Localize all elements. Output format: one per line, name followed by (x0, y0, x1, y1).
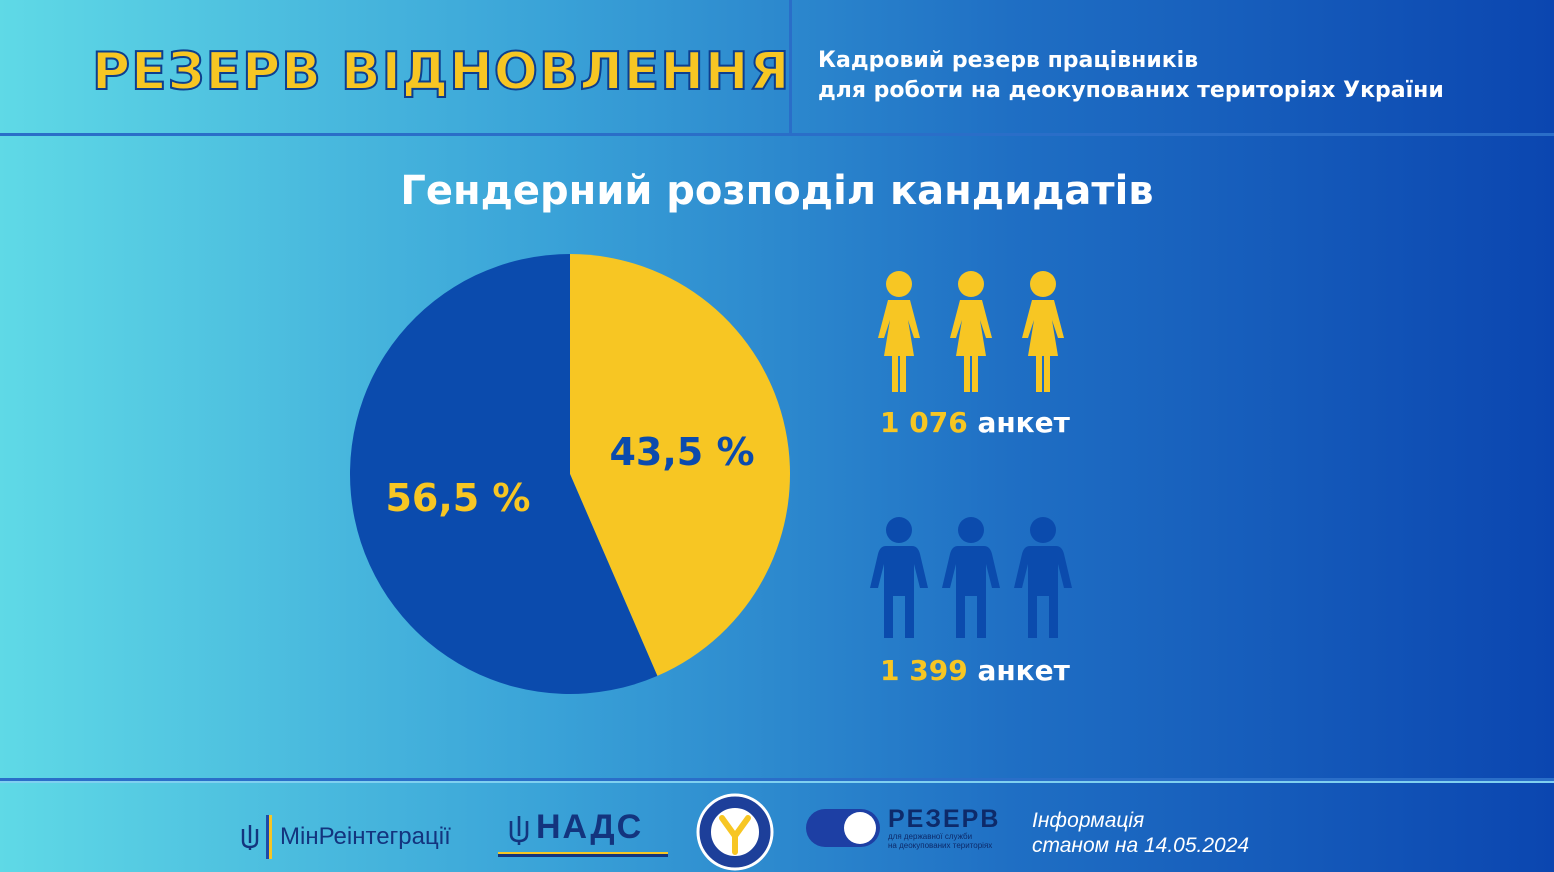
brand-title: РЕЗЕРВ ВІДНОВЛЕННЯ (91, 41, 791, 103)
header-subtitle: Кадровий резерв працівників для роботи н… (818, 46, 1444, 106)
minreintegration-flag-bar (266, 815, 272, 859)
men-count-number: 1 399 (880, 654, 968, 687)
men-count-unit: анкет (977, 654, 1070, 687)
male-figure-icon (1014, 517, 1072, 638)
female-figure-icon (878, 271, 920, 392)
men-count: 1 399 анкет (880, 654, 1070, 687)
male-figure-icon (870, 517, 928, 638)
toggle-icon (806, 809, 880, 847)
pie-slice-1 (349, 254, 658, 694)
minreintegration-logo-text: МінРеінтеграції (280, 823, 451, 850)
header-divider (0, 133, 1554, 136)
reserve-logo: РЕЗЕРВ для державної служби на деокупова… (806, 806, 1000, 850)
female-figures-icon (878, 271, 1064, 392)
female-figure-icon (950, 271, 992, 392)
footer-divider (0, 778, 1554, 781)
info-date: Інформація станом на 14.05.2024 (1032, 808, 1249, 858)
info-line2: станом на 14.05.2024 (1032, 834, 1250, 857)
women-count: 1 076 анкет (880, 406, 1070, 439)
pie-slice-0 (570, 254, 790, 676)
state-employment-service-logo (696, 793, 774, 871)
reserve-logo-caption-line2: на деокупованих територіях (888, 841, 993, 850)
header-subtitle-line2: для роботи на деокупованих територіях Ук… (818, 78, 1444, 103)
male-figures-icon (870, 517, 1072, 638)
gender-pie-chart: 43,5 % 56,5 % (349, 254, 790, 694)
toggle-knob (844, 812, 876, 844)
chart-title: Гендерний розподіл кандидатів (400, 168, 1154, 214)
nads-logo-text: НАДС (536, 808, 644, 846)
minreintegration-logo: МінРеінтеграції (240, 815, 451, 859)
female-figure-icon (1022, 271, 1064, 392)
header-vertical-divider (789, 0, 792, 136)
pie-slice-label-1: 56,5 % (385, 476, 530, 520)
women-count-unit: анкет (977, 406, 1070, 439)
women-count-number: 1 076 (880, 406, 968, 439)
reserve-logo-caption-line1: для державної служби (888, 832, 973, 841)
reserve-logo-title: РЕЗЕРВ (888, 805, 1001, 833)
reserve-logo-text: РЕЗЕРВ для державної служби на деокупова… (888, 806, 1000, 850)
trident-icon (241, 825, 259, 850)
male-figure-icon (942, 517, 1000, 638)
info-line1: Інформація (1032, 809, 1145, 832)
trident-icon (509, 816, 529, 845)
footer-divider-light (0, 781, 1554, 783)
pie-slice-label-0: 43,5 % (609, 430, 754, 474)
header-subtitle-line1: Кадровий резерв працівників (818, 48, 1199, 73)
nads-logo-underline (498, 852, 668, 857)
